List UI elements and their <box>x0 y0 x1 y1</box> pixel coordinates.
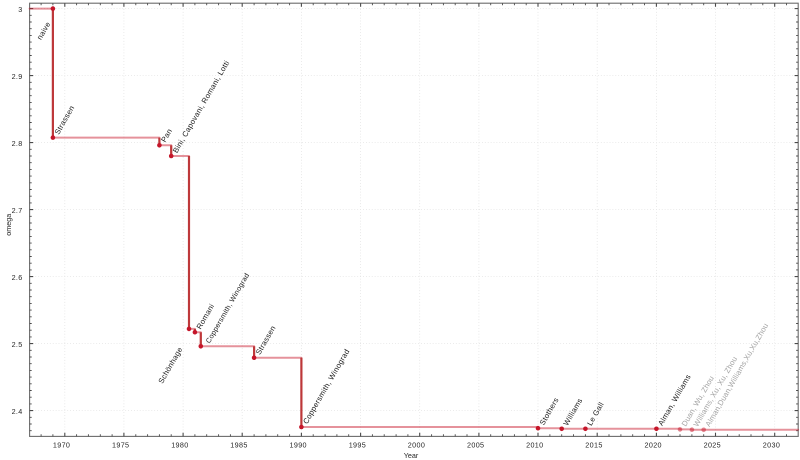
svg-text:2025: 2025 <box>704 441 721 450</box>
svg-text:2015: 2015 <box>585 441 602 450</box>
svg-text:2.7: 2.7 <box>12 206 23 215</box>
svg-text:Year: Year <box>404 451 419 460</box>
svg-text:1980: 1980 <box>171 441 188 450</box>
svg-text:omega: omega <box>4 214 13 236</box>
svg-text:2020: 2020 <box>645 441 662 450</box>
svg-text:1985: 1985 <box>230 441 247 450</box>
svg-text:1990: 1990 <box>290 441 307 450</box>
svg-text:1970: 1970 <box>53 441 70 450</box>
svg-text:2030: 2030 <box>763 441 780 450</box>
svg-text:2010: 2010 <box>526 441 543 450</box>
svg-text:2.9: 2.9 <box>12 72 23 81</box>
svg-text:1995: 1995 <box>349 441 366 450</box>
svg-text:2.6: 2.6 <box>12 273 23 282</box>
svg-text:3: 3 <box>18 5 22 14</box>
svg-text:2.4: 2.4 <box>12 407 23 416</box>
svg-text:2.5: 2.5 <box>12 340 23 349</box>
svg-text:2005: 2005 <box>467 441 484 450</box>
svg-text:2.8: 2.8 <box>12 139 23 148</box>
svg-text:1975: 1975 <box>112 441 129 450</box>
svg-text:2000: 2000 <box>408 441 425 450</box>
